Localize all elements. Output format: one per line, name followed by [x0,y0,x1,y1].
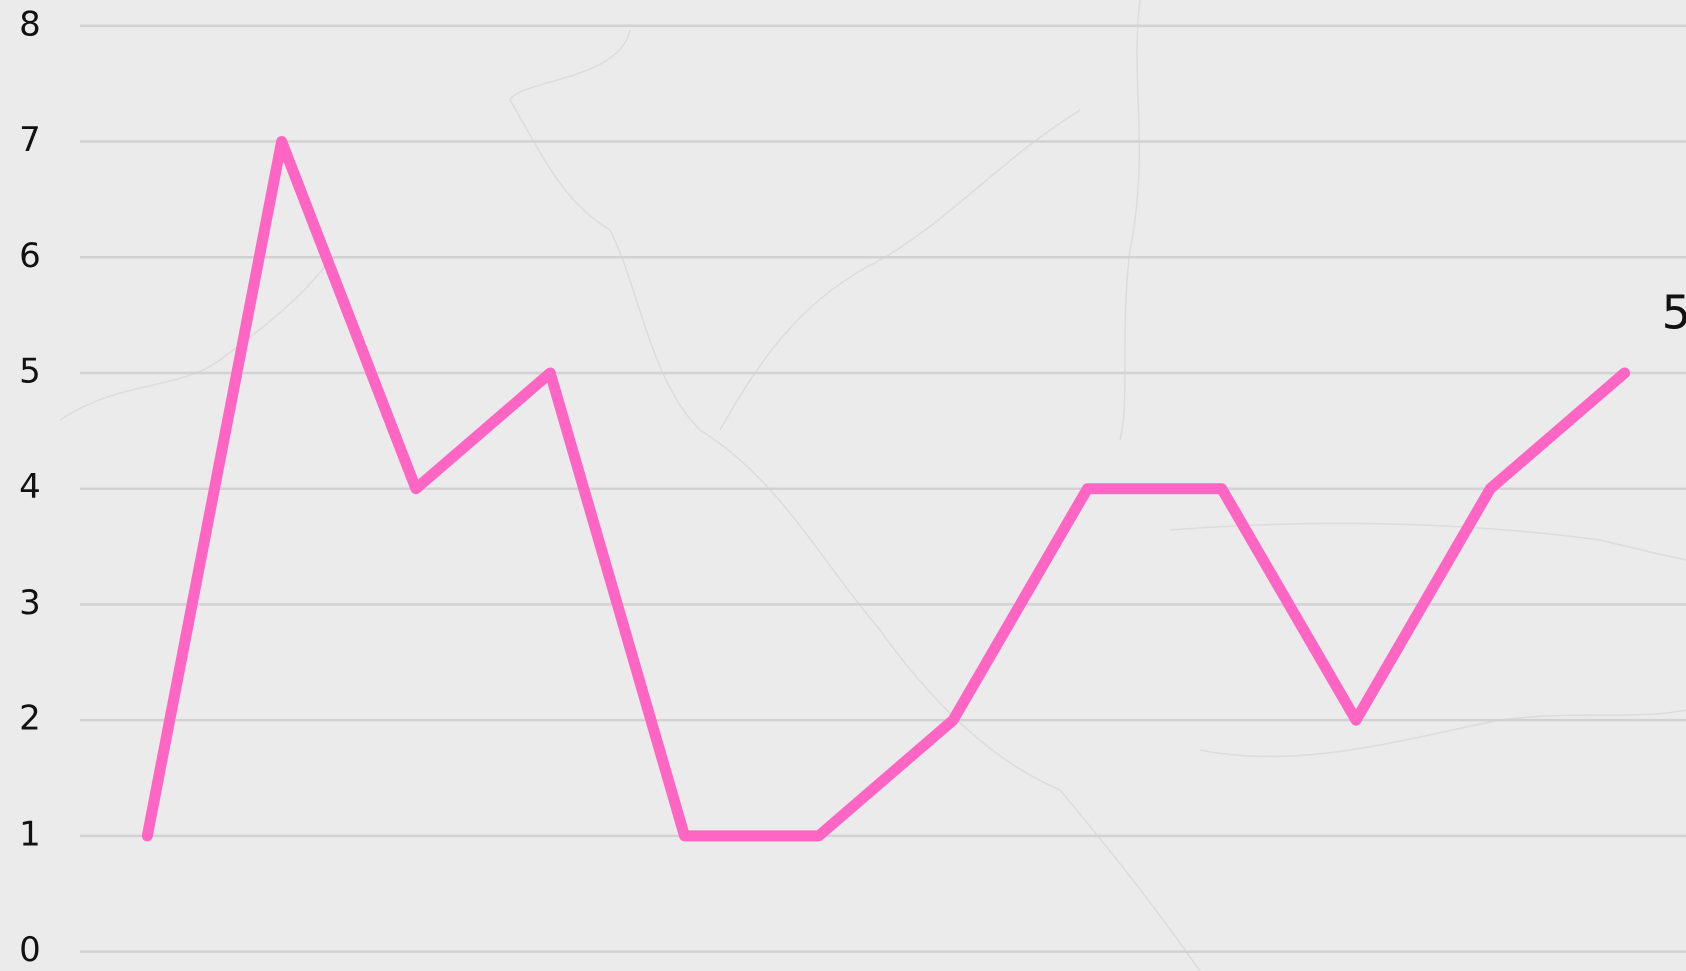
y-tick-label: 8 [19,4,41,44]
map-road [509,29,1201,971]
line-series [141,136,1631,842]
map-background [59,0,1686,971]
y-tick-label: 0 [19,930,41,970]
y-tick-label: 1 [19,814,41,854]
map-river [1199,709,1686,758]
y-tick-label: 4 [19,467,41,507]
map-river [1119,0,1141,441]
data-label: 5 [1662,285,1686,339]
y-tick-label: 2 [19,699,41,739]
map-river [59,259,331,421]
y-tick-label: 6 [19,236,41,276]
map-river [719,109,1081,431]
map-river [1169,522,1686,561]
y-tick-label: 5 [19,351,41,391]
y-tick-label: 3 [19,583,41,623]
y-tick-label: 7 [19,120,41,160]
